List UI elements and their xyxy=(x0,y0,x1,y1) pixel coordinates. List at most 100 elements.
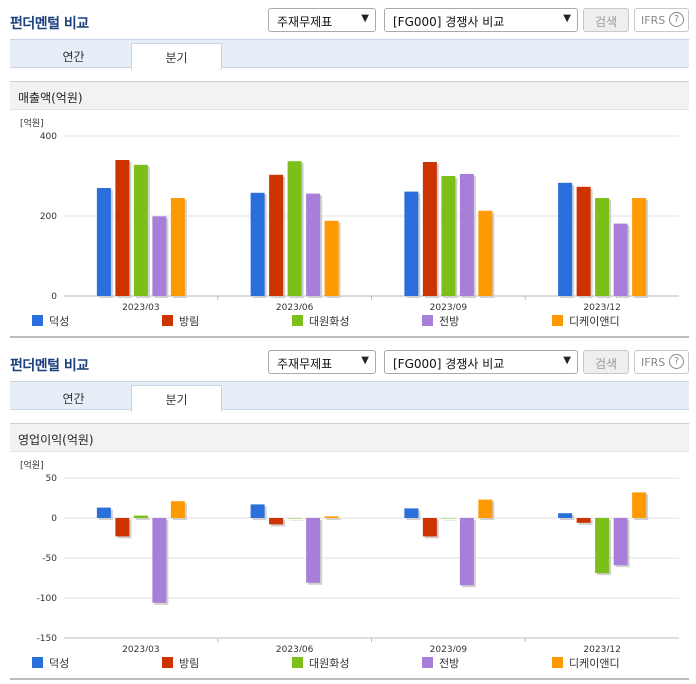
legend-swatch xyxy=(32,315,43,326)
help-icon[interactable]: ? xyxy=(669,12,684,27)
tab-annual[interactable]: 연간 xyxy=(62,50,85,64)
bar xyxy=(133,164,148,296)
legend-label: 덕성 xyxy=(49,657,70,670)
bar xyxy=(576,518,591,523)
legend-item[interactable]: 덕성 xyxy=(32,655,69,671)
bar xyxy=(595,198,610,296)
bar xyxy=(478,499,493,518)
bar xyxy=(170,501,185,518)
tab-quarterly[interactable]: 분기 xyxy=(131,43,222,70)
bar xyxy=(133,515,148,518)
statement-type-value: 주재무제표 xyxy=(277,357,333,371)
bar xyxy=(558,513,573,518)
statement-type-select[interactable]: 주재무제표 ▼ xyxy=(268,350,376,374)
bar xyxy=(324,516,339,518)
period-tabs: 연간 분기 xyxy=(10,381,689,412)
legend-swatch xyxy=(292,315,303,326)
y-unit-label: [억원] xyxy=(20,117,44,129)
fundamental-panel-revenue: 펀더멘털 비교 주재무제표 ▼ [FG000] 경쟁사 비교 ▼ 검색 IFRS… xyxy=(10,8,689,338)
legend-swatch xyxy=(292,657,303,668)
tab-annual[interactable]: 연간 xyxy=(62,392,85,406)
legend-swatch xyxy=(162,657,173,668)
ifrs-button[interactable]: IFRS ? xyxy=(634,8,689,32)
bar xyxy=(422,518,437,537)
bar-shadow xyxy=(135,517,150,520)
chevron-down-icon: ▼ xyxy=(563,13,571,24)
legend-label: 대원화성 xyxy=(309,657,350,670)
bar xyxy=(306,193,321,296)
x-tick-label: 2023/03 xyxy=(122,645,159,652)
bar xyxy=(459,518,474,586)
bar xyxy=(152,216,167,296)
search-button[interactable]: 검색 xyxy=(583,8,629,32)
legend-item[interactable]: 디케이앤디 xyxy=(552,313,620,329)
x-tick-label: 2023/03 xyxy=(122,303,159,310)
bar xyxy=(287,518,302,519)
legend-item[interactable]: 전방 xyxy=(422,655,459,671)
bar xyxy=(632,492,647,518)
bar xyxy=(269,174,284,296)
legend-item[interactable]: 덕성 xyxy=(32,313,69,329)
bar xyxy=(152,518,167,603)
ifrs-button[interactable]: IFRS ? xyxy=(634,350,689,374)
x-tick-label: 2023/12 xyxy=(583,303,620,310)
revenue-bar-chart: [억원] 0 200 400 2023/03 2023/06 2023/09 2023/12 xyxy=(20,117,679,310)
bar xyxy=(170,198,185,296)
comparison-select[interactable]: [FG000] 경쟁사 비교 ▼ xyxy=(384,350,578,374)
comparison-select[interactable]: [FG000] 경쟁사 비교 ▼ xyxy=(384,8,578,32)
bar xyxy=(324,220,339,296)
bar xyxy=(306,518,321,583)
help-icon[interactable]: ? xyxy=(669,354,684,369)
y-tick-label: -150 xyxy=(37,634,58,644)
bar-shadow xyxy=(326,518,341,520)
chart-title: 영업이익(억원) xyxy=(10,423,689,452)
legend-item[interactable]: 전방 xyxy=(422,313,459,329)
bar xyxy=(115,160,130,296)
legend-label: 방림 xyxy=(179,315,200,328)
legend-item[interactable]: 방림 xyxy=(162,655,199,671)
comparison-value: [FG000] 경쟁사 비교 xyxy=(393,357,505,371)
y-tick-label: 200 xyxy=(40,212,57,222)
bar xyxy=(250,192,265,296)
bar xyxy=(478,210,493,296)
y-tick-label: 0 xyxy=(51,292,57,302)
period-tabs: 연간 분기 xyxy=(10,39,689,70)
legend-label: 덕성 xyxy=(49,315,70,328)
chevron-down-icon: ▼ xyxy=(361,355,369,366)
bar xyxy=(576,186,591,296)
statement-type-value: 주재무제표 xyxy=(277,15,333,29)
x-tick-label: 2023/06 xyxy=(276,303,314,310)
chevron-down-icon: ▼ xyxy=(563,355,571,366)
tab-quarterly[interactable]: 분기 xyxy=(131,385,222,412)
bar xyxy=(422,162,437,296)
bar xyxy=(613,518,628,566)
chevron-down-icon: ▼ xyxy=(361,13,369,24)
search-button[interactable]: 검색 xyxy=(583,350,629,374)
legend-swatch xyxy=(422,657,433,668)
bar-shadow xyxy=(289,520,304,521)
x-tick-label: 2023/12 xyxy=(583,645,620,652)
y-unit-label: [억원] xyxy=(20,459,44,471)
legend-item[interactable]: 디케이앤디 xyxy=(552,655,620,671)
ifrs-label: IFRS xyxy=(641,356,666,369)
x-tick-label: 2023/06 xyxy=(276,645,314,652)
statement-type-select[interactable]: 주재무제표 ▼ xyxy=(268,8,376,32)
legend-label: 디케이앤디 xyxy=(569,315,620,328)
y-tick-label: -50 xyxy=(42,554,57,564)
bar xyxy=(404,508,419,518)
legend-swatch xyxy=(162,315,173,326)
divider xyxy=(10,336,689,338)
bar-shadow xyxy=(443,520,458,521)
chart-legend: 덕성 방림 대원화성 전방 디케이앤디 xyxy=(0,655,696,673)
legend-item[interactable]: 방림 xyxy=(162,313,199,329)
bar xyxy=(269,518,284,525)
bar xyxy=(96,507,111,518)
legend-label: 디케이앤디 xyxy=(569,657,620,670)
legend-item[interactable]: 대원화성 xyxy=(292,655,349,671)
bar xyxy=(96,188,111,296)
bar xyxy=(250,504,265,518)
bar xyxy=(595,518,610,574)
legend-label: 대원화성 xyxy=(309,315,350,328)
legend-label: 방림 xyxy=(179,657,200,670)
legend-item[interactable]: 대원화성 xyxy=(292,313,349,329)
